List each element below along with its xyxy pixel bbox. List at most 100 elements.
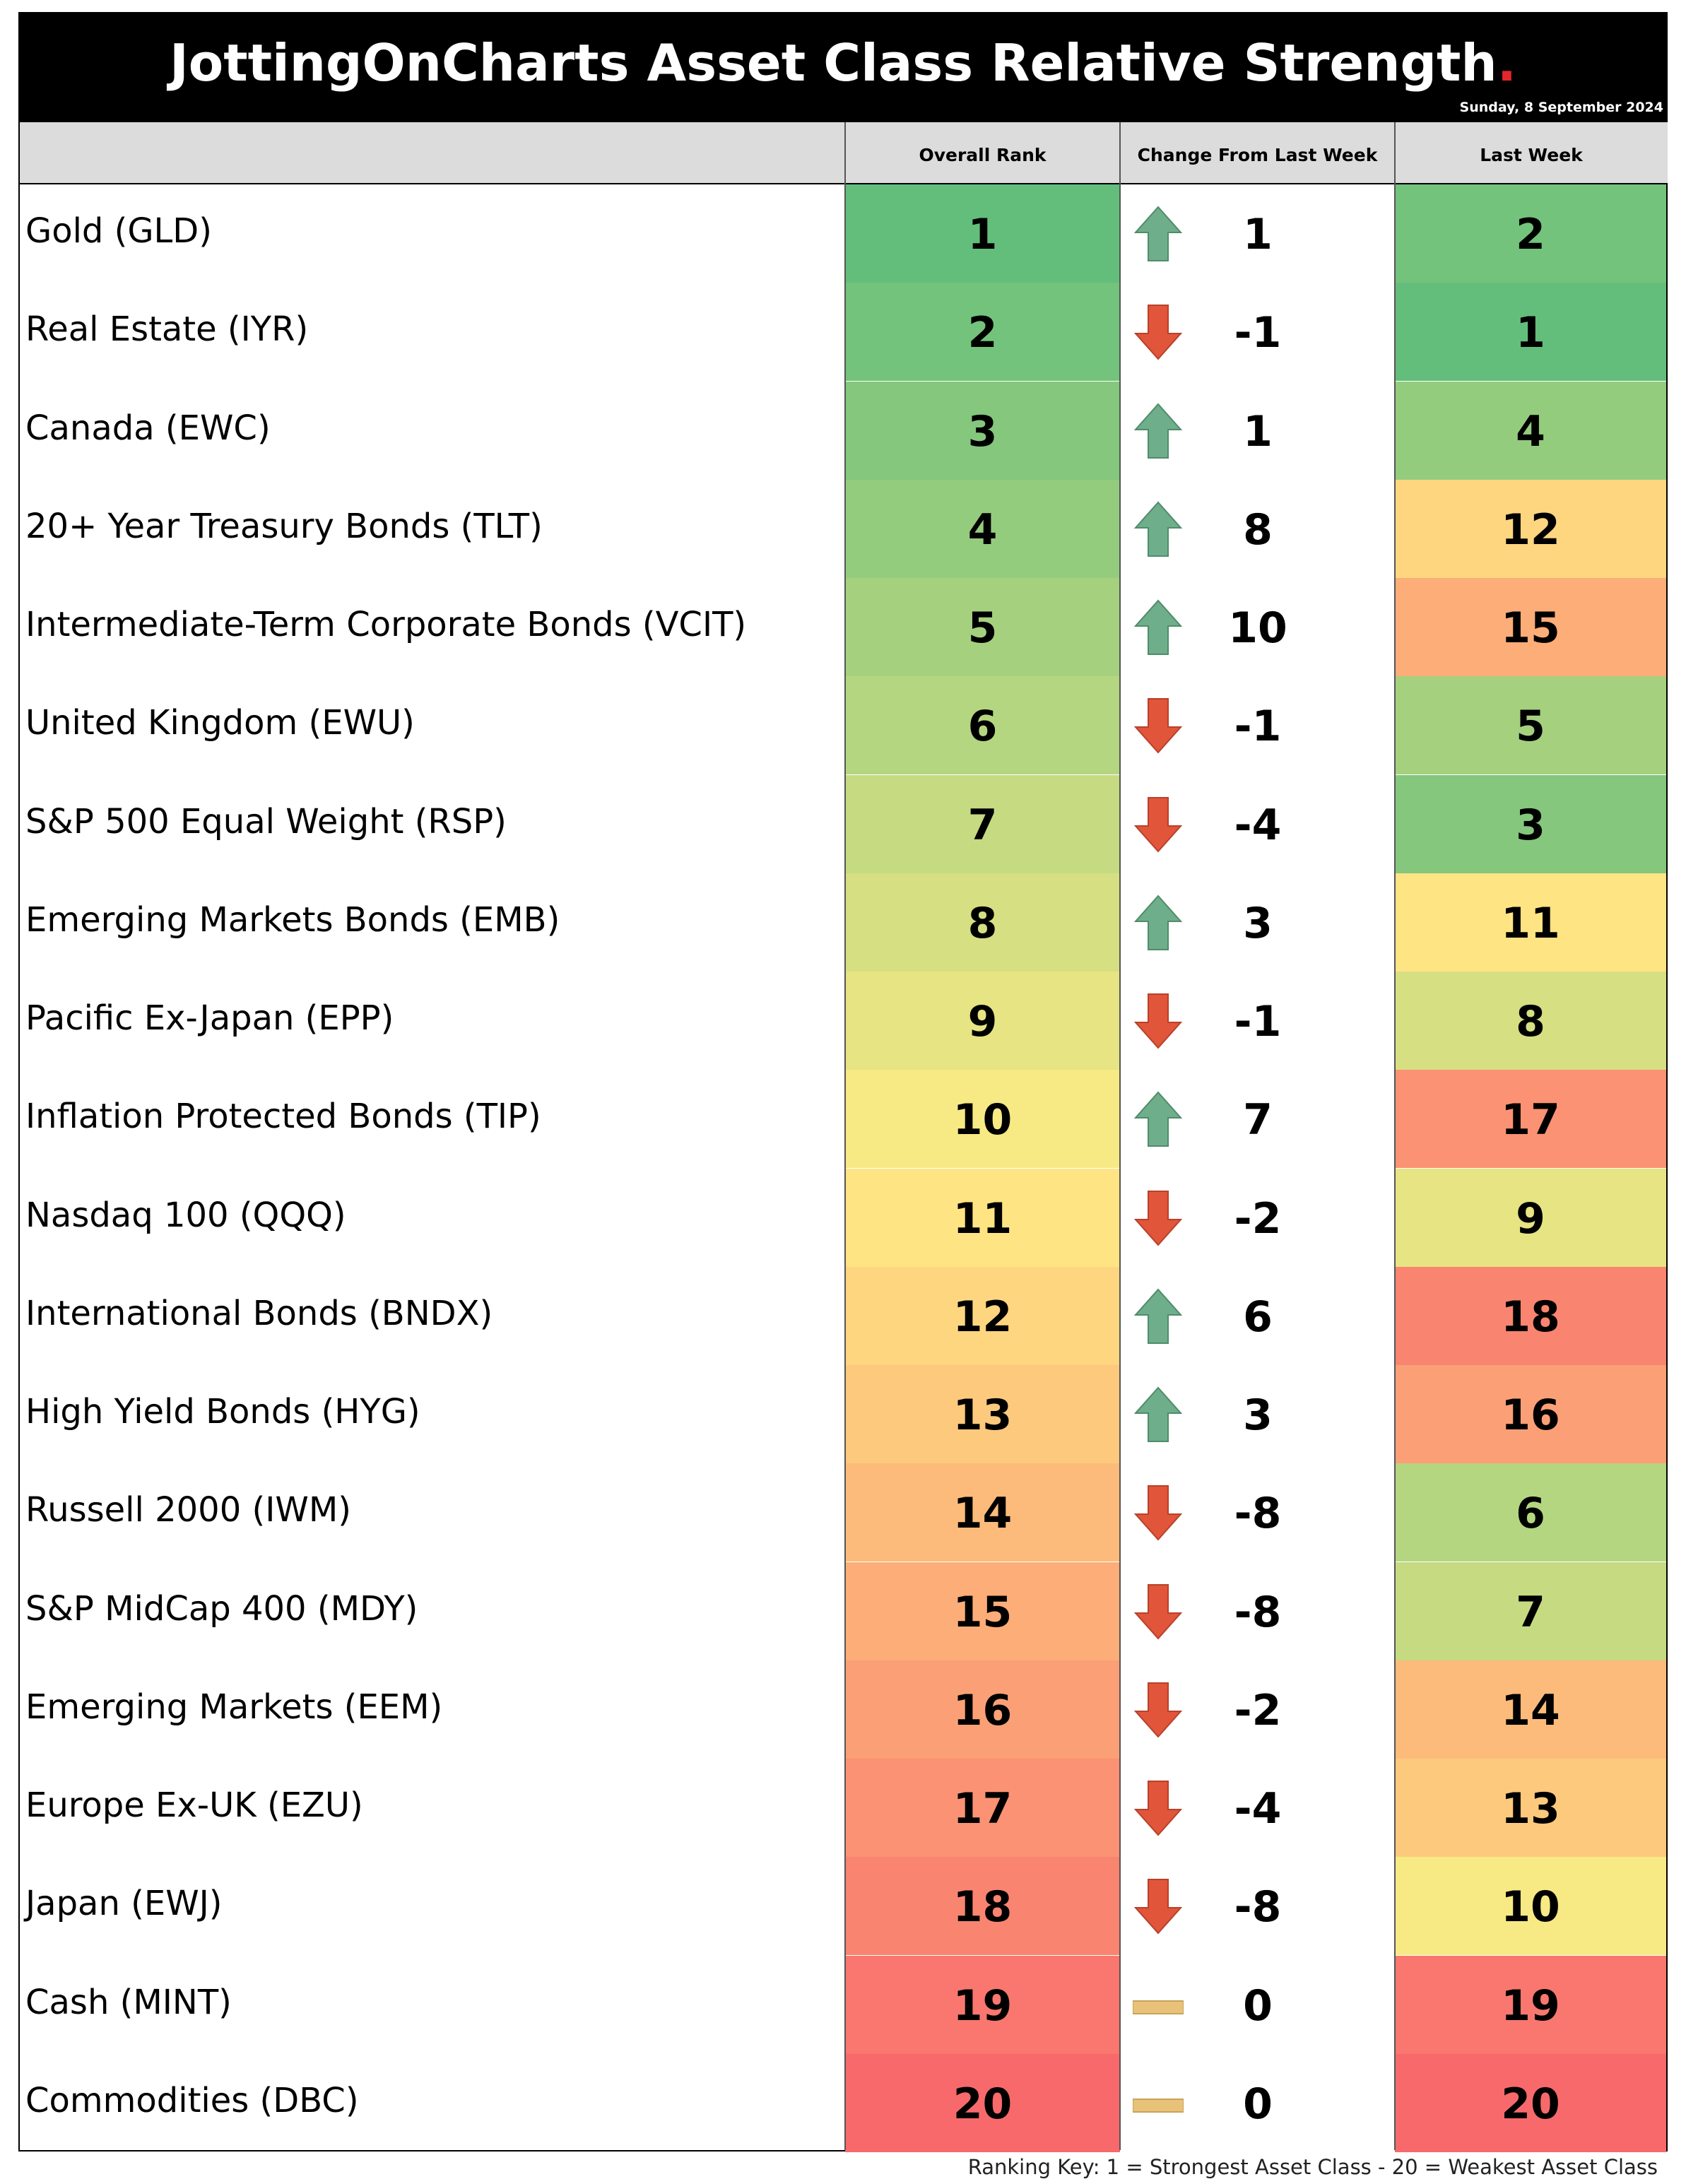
overall-rank-value: 4 <box>967 504 998 555</box>
asset-name: Japan (EWJ) <box>25 1884 223 1924</box>
last-week-value: 18 <box>1501 1292 1560 1342</box>
last-week-cell: 19 <box>1395 1955 1666 2054</box>
overall-rank-cell: 11 <box>845 1168 1120 1267</box>
asset-name: Nasdaq 100 (QQQ) <box>25 1195 346 1235</box>
last-week-value: 15 <box>1501 603 1560 653</box>
asset-name: Inflation Protected Bonds (TIP) <box>25 1097 541 1137</box>
last-week-cell: 10 <box>1395 1857 1666 1956</box>
asset-name: Real Estate (IYR) <box>25 309 309 350</box>
last-week-cell: 20 <box>1395 2053 1666 2152</box>
overall-rank-value: 16 <box>953 1685 1013 1735</box>
column-divider <box>1394 122 1396 2150</box>
change-cell: -1 <box>1120 676 1395 775</box>
down-arrow-icon <box>1133 698 1183 754</box>
table-row: Emerging Markets Bonds (EMB) 8 3 11 <box>20 873 1666 972</box>
last-week-value: 19 <box>1501 1981 1560 2031</box>
overall-rank-value: 17 <box>953 1784 1013 1834</box>
change-value: -8 <box>1234 1587 1282 1637</box>
last-week-value: 6 <box>1516 1489 1545 1539</box>
table-row: High Yield Bonds (HYG) 13 3 16 <box>20 1365 1666 1463</box>
change-cell: 1 <box>1120 381 1395 480</box>
down-arrow-icon <box>1133 1781 1183 1836</box>
last-week-value: 14 <box>1501 1685 1560 1735</box>
up-arrow-icon <box>1133 1091 1183 1147</box>
change-cell: 0 <box>1120 2053 1395 2152</box>
overall-rank-cell: 1 <box>845 184 1120 283</box>
overall-rank-cell: 19 <box>845 1955 1120 2054</box>
date-label: Sunday, 8 September 2024 <box>1459 100 1663 115</box>
overall-rank-value: 15 <box>953 1587 1013 1637</box>
change-value: 8 <box>1243 504 1273 555</box>
up-arrow-icon <box>1133 895 1183 950</box>
asset-name: Europe Ex-UK (EZU) <box>25 1785 363 1825</box>
column-divider <box>844 122 846 2150</box>
asset-name: Emerging Markets (EEM) <box>25 1687 443 1727</box>
last-week-cell: 18 <box>1395 1266 1666 1365</box>
change-value: -8 <box>1234 1882 1282 1932</box>
last-week-cell: 11 <box>1395 873 1666 972</box>
change-cell: 3 <box>1120 873 1395 972</box>
last-week-value: 10 <box>1501 1882 1560 1932</box>
table-row: Canada (EWC) 3 1 4 <box>20 381 1666 480</box>
change-cell: -4 <box>1120 1759 1395 1857</box>
overall-rank-value: 10 <box>953 1095 1013 1145</box>
overall-rank-value: 7 <box>967 800 998 850</box>
table-row: Emerging Markets (EEM) 16 -2 14 <box>20 1660 1666 1759</box>
last-week-value: 12 <box>1501 504 1560 555</box>
overall-rank-cell: 13 <box>845 1365 1120 1463</box>
overall-rank-cell: 12 <box>845 1266 1120 1365</box>
flat-bar-icon <box>1133 2000 1184 2014</box>
change-cell: -1 <box>1120 972 1395 1070</box>
page-title: JottingOnCharts Asset Class Relative Str… <box>18 33 1668 93</box>
overall-rank-cell: 9 <box>845 972 1120 1070</box>
overall-rank-cell: 2 <box>845 283 1120 382</box>
change-value: 1 <box>1243 406 1273 456</box>
overall-rank-value: 12 <box>953 1292 1013 1342</box>
change-cell: -2 <box>1120 1168 1395 1267</box>
overall-rank-cell: 16 <box>845 1660 1120 1759</box>
down-arrow-icon <box>1133 1190 1183 1246</box>
table-row: 20+ Year Treasury Bonds (TLT) 4 8 12 <box>20 479 1666 578</box>
title-dot: . <box>1497 33 1517 93</box>
change-cell: -4 <box>1120 774 1395 873</box>
overall-rank-value: 18 <box>953 1882 1013 1932</box>
up-arrow-icon <box>1133 599 1183 655</box>
change-cell: 3 <box>1120 1365 1395 1463</box>
change-value: 7 <box>1243 1095 1273 1145</box>
down-arrow-icon <box>1133 796 1183 853</box>
asset-name: High Yield Bonds (HYG) <box>25 1392 420 1432</box>
flat-bar-icon <box>1133 2098 1184 2113</box>
change-value: 3 <box>1243 1391 1273 1440</box>
change-value: -1 <box>1234 997 1282 1046</box>
asset-name: Emerging Markets Bonds (EMB) <box>25 899 560 940</box>
last-week-cell: 9 <box>1395 1168 1666 1267</box>
change-cell: 7 <box>1120 1070 1395 1169</box>
change-value: 1 <box>1243 210 1273 259</box>
last-week-cell: 7 <box>1395 1562 1666 1660</box>
down-arrow-icon <box>1133 993 1183 1049</box>
last-week-value: 3 <box>1516 800 1545 850</box>
last-week-cell: 5 <box>1395 676 1666 775</box>
table-row: United Kingdom (EWU) 6 -1 5 <box>20 676 1666 775</box>
up-arrow-icon <box>1133 501 1183 557</box>
asset-name: S&P MidCap 400 (MDY) <box>25 1588 418 1629</box>
down-arrow-icon <box>1133 1879 1183 1935</box>
last-week-cell: 2 <box>1395 184 1666 283</box>
last-week-value: 13 <box>1501 1784 1560 1834</box>
overall-rank-value: 20 <box>953 2079 1013 2129</box>
change-value: -8 <box>1234 1489 1282 1539</box>
change-cell: -2 <box>1120 1660 1395 1759</box>
table-row: Pacific Ex-Japan (EPP) 9 -1 8 <box>20 972 1666 1070</box>
table-row: Europe Ex-UK (EZU) 17 -4 13 <box>20 1759 1666 1857</box>
last-week-cell: 12 <box>1395 479 1666 578</box>
change-cell: -8 <box>1120 1562 1395 1660</box>
change-value: 6 <box>1243 1292 1273 1342</box>
header-blank-cell <box>20 122 845 184</box>
overall-rank-value: 19 <box>953 1981 1013 2031</box>
overall-rank-value: 9 <box>967 997 998 1046</box>
change-cell: 1 <box>1120 184 1395 283</box>
last-week-value: 5 <box>1516 702 1545 752</box>
overall-rank-cell: 7 <box>845 774 1120 873</box>
up-arrow-icon <box>1133 206 1183 261</box>
change-value: -1 <box>1234 308 1282 358</box>
